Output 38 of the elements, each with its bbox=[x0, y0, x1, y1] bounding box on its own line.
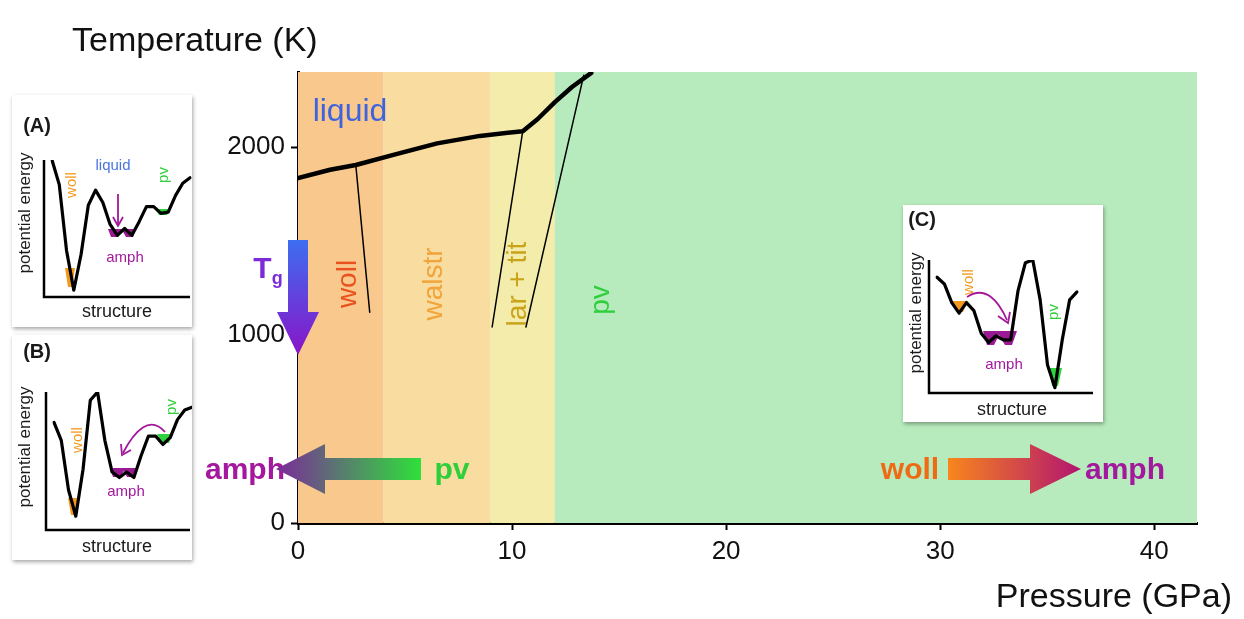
x-tick-label: 0 bbox=[290, 534, 306, 565]
text: amph bbox=[204, 452, 286, 485]
y-axis-title: Temperature (K) bbox=[72, 20, 318, 59]
annotation: pv bbox=[434, 452, 470, 485]
x-axis-title: structure bbox=[81, 535, 153, 556]
chart-title: (A) bbox=[23, 113, 51, 136]
annotation: woll bbox=[61, 172, 79, 198]
x-axis-title: Pressure (GPa) bbox=[995, 576, 1232, 615]
annotation: pv bbox=[1043, 304, 1061, 320]
annotation: liquid bbox=[312, 92, 388, 128]
y-axis-title: potential energy bbox=[905, 252, 925, 374]
annotation: pv bbox=[161, 399, 179, 415]
annotation: woll bbox=[880, 452, 940, 485]
x-axis-title: structure bbox=[976, 398, 1048, 419]
annotation: pv bbox=[153, 167, 171, 183]
annotation: amph bbox=[985, 354, 1023, 372]
y-tick-label: 2000 bbox=[227, 130, 285, 161]
x-tick-label: 10 bbox=[497, 534, 527, 565]
annotation: pv bbox=[584, 285, 615, 315]
chart-title: (B) bbox=[23, 339, 51, 362]
annotation: liquid bbox=[95, 155, 131, 173]
x-tick-label: 20 bbox=[711, 534, 741, 565]
annotation: amph bbox=[107, 481, 145, 499]
x-axis-title: structure bbox=[81, 300, 153, 321]
annotation: woll bbox=[331, 259, 362, 309]
x-tick-label: 30 bbox=[925, 534, 955, 565]
annotation: amph bbox=[1084, 452, 1166, 485]
y-axis-title: potential energy bbox=[14, 152, 34, 274]
y-tick-label: 0 bbox=[270, 506, 285, 537]
annotation: lar + tit bbox=[501, 241, 532, 327]
annotation: woll bbox=[67, 427, 85, 453]
y-axis-title: potential energy bbox=[14, 386, 34, 508]
x-tick-label: 40 bbox=[1139, 534, 1169, 565]
annotation: amph bbox=[106, 247, 144, 265]
annotation: woll bbox=[958, 269, 976, 295]
annotation: walstr bbox=[417, 247, 448, 321]
y-tick-label: 1000 bbox=[227, 318, 285, 349]
chart-title: (C) bbox=[908, 207, 936, 230]
